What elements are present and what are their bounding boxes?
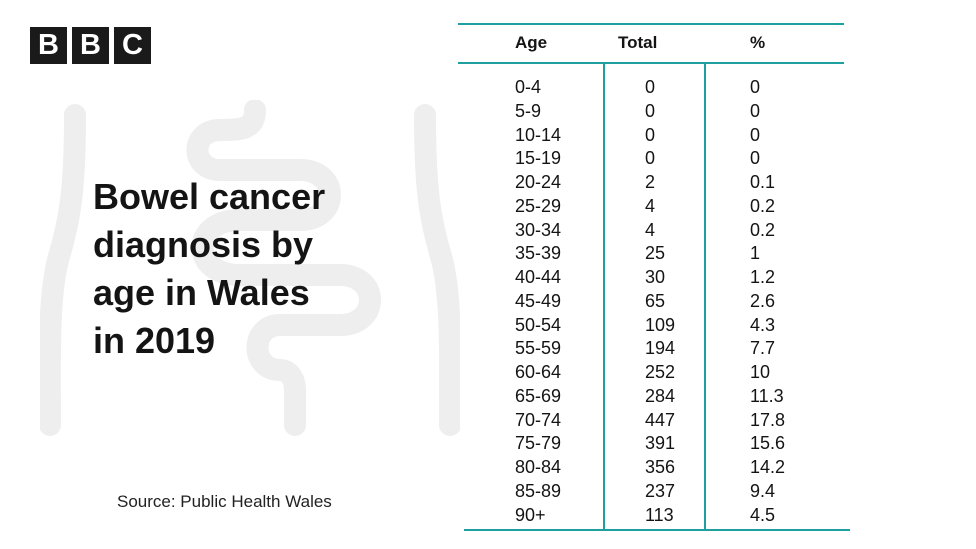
- age-cell: 5-9: [515, 100, 542, 121]
- page-title: Bowel cancer diagnosis by age in Wales i…: [93, 176, 326, 361]
- age-cell: 55-59: [515, 338, 562, 359]
- logo-letter-c: C: [114, 27, 151, 64]
- percent-cell: 0: [750, 148, 761, 169]
- total-cell: 0: [645, 124, 656, 145]
- age-cell: 15-19: [515, 148, 562, 169]
- total-cell: 252: [645, 362, 676, 382]
- logo-letter-b1: B: [30, 27, 67, 64]
- age-cell: 90+: [515, 504, 546, 525]
- age-cell: 65-69: [515, 385, 562, 406]
- percent-cell: 17.8: [750, 409, 786, 430]
- logo-letter-b2: B: [72, 27, 109, 64]
- percent-cell: 4.3: [750, 314, 776, 335]
- percent-cell: 10: [750, 362, 771, 382]
- age-cell: 75-79: [515, 433, 562, 454]
- age-cell: 0-4: [515, 77, 542, 97]
- total-cell: 0: [645, 77, 656, 97]
- age-cell: 30-34: [515, 219, 562, 240]
- total-cell: 4: [645, 195, 656, 216]
- age-cell: 85-89: [515, 480, 562, 501]
- total-cell: 0: [645, 148, 656, 169]
- column-divider-2: [704, 64, 706, 531]
- table-header-rule: [458, 62, 844, 64]
- age-table: Age Total % 0-4 0 0 5-9 0 0 10-14 0 0 15-19 0 0 20-2…: [458, 23, 853, 533]
- age-cell: 45-49: [515, 290, 562, 311]
- age-cell: 10-14: [515, 124, 562, 145]
- percent-cell: 0.1: [750, 172, 776, 192]
- percent-cell: 0: [750, 100, 761, 121]
- source-note: Source: Public Health Wales: [117, 492, 332, 511]
- percent-cell: 0.2: [750, 219, 776, 240]
- age-cell: 20-24: [515, 172, 562, 192]
- percent-cell: 9.4: [750, 480, 776, 501]
- total-cell: 391: [645, 433, 676, 454]
- total-cell: 30: [645, 267, 666, 287]
- percent-cell: 4.5: [750, 504, 776, 525]
- total-cell: 25: [645, 243, 666, 264]
- total-cell: 0: [645, 100, 656, 121]
- total-cell: 284: [645, 385, 676, 406]
- total-cell: 447: [645, 409, 676, 430]
- header-percent: %: [750, 33, 766, 52]
- total-cell: 4: [645, 219, 656, 240]
- age-cell: 70-74: [515, 409, 562, 430]
- percent-cell: 0: [750, 124, 761, 145]
- age-cell: 40-44: [515, 267, 562, 287]
- total-cell: 194: [645, 338, 676, 359]
- total-cell: 113: [645, 504, 674, 525]
- total-cell: 65: [645, 290, 666, 311]
- total-cell: 109: [645, 314, 676, 335]
- percent-cell: 0: [750, 77, 761, 97]
- percent-cell: 0.2: [750, 195, 776, 216]
- age-cell: 80-84: [515, 457, 562, 477]
- header-age: Age: [515, 33, 548, 52]
- total-cell: 356: [645, 457, 676, 477]
- percent-cell: 1: [750, 243, 761, 264]
- percent-cell: 15.6: [750, 433, 786, 454]
- age-cell: 50-54: [515, 314, 562, 335]
- total-cell: 2: [645, 172, 656, 192]
- percent-cell: 2.6: [750, 290, 776, 311]
- bbc-logo: B B C: [30, 27, 151, 64]
- percent-cell: 7.7: [750, 338, 776, 359]
- column-divider-1: [603, 64, 605, 531]
- percent-cell: 14.2: [750, 457, 786, 477]
- age-cell: 60-64: [515, 362, 562, 382]
- table-bottom-rule: [464, 529, 850, 531]
- header-total: Total: [618, 33, 658, 52]
- percent-cell: 11.3: [750, 385, 784, 406]
- total-cell: 237: [645, 480, 676, 501]
- table-top-rule: [458, 23, 844, 25]
- percent-cell: 1.2: [750, 267, 776, 287]
- age-cell: 25-29: [515, 195, 562, 216]
- age-cell: 35-39: [515, 243, 562, 264]
- intestine-illustration: [40, 100, 460, 436]
